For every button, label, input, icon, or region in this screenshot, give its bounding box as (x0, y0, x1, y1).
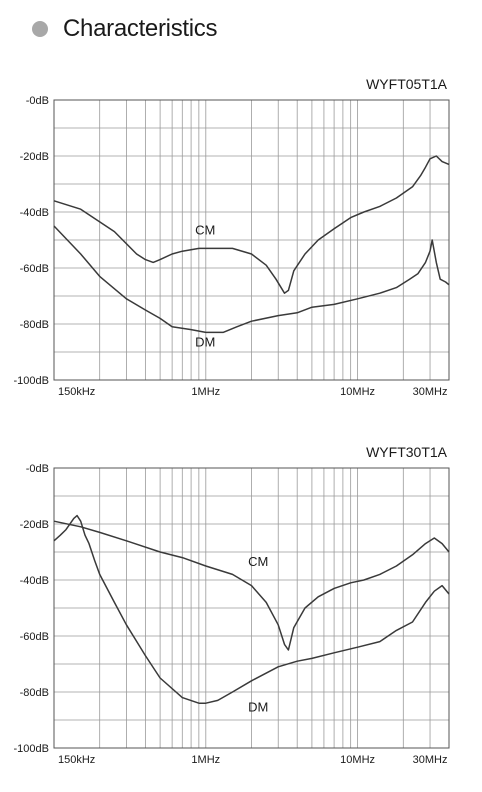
series-label-cm: CM (195, 222, 215, 237)
series-line-dm (53, 225, 450, 334)
y-tick-label: -60dB (20, 263, 49, 275)
y-tick-label: -100dB (14, 743, 49, 755)
x-tick-label: 10MHz (340, 754, 375, 766)
chart-model-label: WYFT30T1A (366, 444, 448, 460)
plot-frame (53, 99, 450, 381)
y-tick-label: -80dB (20, 687, 49, 699)
x-tick-label: 1MHz (191, 754, 220, 766)
x-tick-label: 150kHz (58, 386, 95, 398)
chart-wyft05t1a: WYFT05T1A -0dB -20dB -40dB -60dB -80dB -100dB 1… (0, 72, 482, 412)
x-tick-label: 10MHz (340, 386, 375, 398)
y-tick-label: -20dB (20, 519, 49, 531)
gridlines (54, 100, 449, 380)
y-tick-label: -20dB (20, 151, 49, 163)
series-label-dm: DM (248, 700, 268, 715)
chart-wyft05t1a-svg: WYFT05T1A -0dB -20dB -40dB -60dB -80dB -100dB 1… (14, 76, 450, 398)
y-tick-label: -60dB (20, 631, 49, 643)
series-line-dm (53, 514, 450, 704)
chart-wyft30t1a: WYFT30T1A -0dB -20dB -40dB -60dB -80dB -100dB 1… (0, 440, 482, 780)
series-line-cm (53, 155, 450, 294)
chart-model-label: WYFT05T1A (366, 76, 448, 92)
chart-wyft30t1a-svg: WYFT30T1A -0dB -20dB -40dB -60dB -80dB -100dB 1… (14, 444, 450, 766)
y-tick-label: -40dB (20, 207, 49, 219)
x-tick-label: 150kHz (58, 754, 95, 766)
y-tick-label: -80dB (20, 319, 49, 331)
bullet-dot-icon (32, 21, 48, 37)
y-tick-label: -100dB (14, 375, 49, 387)
series-label-dm: DM (195, 334, 215, 349)
gridlines (54, 468, 449, 748)
x-tick-label: 30MHz (413, 386, 448, 398)
x-tick-label: 1MHz (191, 386, 220, 398)
section-header: Characteristics (32, 12, 218, 46)
series-line-cm (53, 520, 450, 651)
y-tick-label: -40dB (20, 575, 49, 587)
plot-frame (53, 467, 450, 749)
series-label-cm: CM (248, 554, 268, 569)
y-tick-label: -0dB (26, 463, 49, 475)
page-title: Characteristics (63, 15, 218, 42)
x-tick-label: 30MHz (413, 754, 448, 766)
y-tick-label: -0dB (26, 95, 49, 107)
